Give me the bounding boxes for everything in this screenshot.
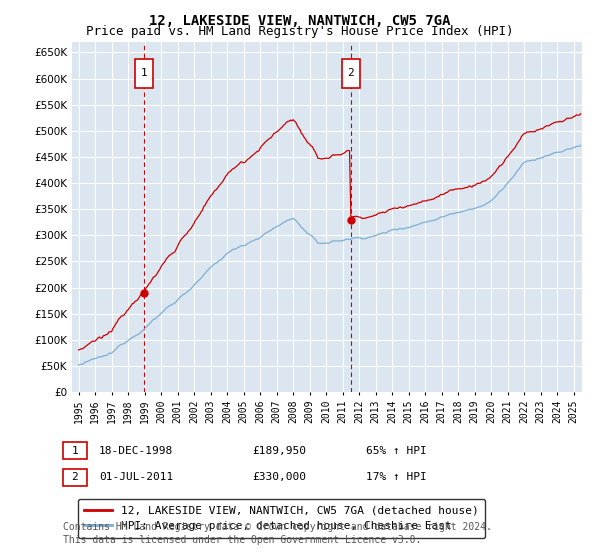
FancyBboxPatch shape xyxy=(135,59,153,88)
Text: 12, LAKESIDE VIEW, NANTWICH, CW5 7GA: 12, LAKESIDE VIEW, NANTWICH, CW5 7GA xyxy=(149,14,451,28)
Text: 2: 2 xyxy=(347,68,355,78)
Text: 1: 1 xyxy=(71,446,79,456)
Text: £189,950: £189,950 xyxy=(252,446,306,456)
Text: 01-JUL-2011: 01-JUL-2011 xyxy=(99,472,173,482)
Legend: 12, LAKESIDE VIEW, NANTWICH, CW5 7GA (detached house), HPI: Average price, detac: 12, LAKESIDE VIEW, NANTWICH, CW5 7GA (de… xyxy=(77,499,485,538)
FancyBboxPatch shape xyxy=(342,59,360,88)
Text: £330,000: £330,000 xyxy=(252,472,306,482)
Text: 1: 1 xyxy=(140,68,148,78)
Text: Price paid vs. HM Land Registry's House Price Index (HPI): Price paid vs. HM Land Registry's House … xyxy=(86,25,514,38)
Text: 17% ↑ HPI: 17% ↑ HPI xyxy=(366,472,427,482)
Text: 65% ↑ HPI: 65% ↑ HPI xyxy=(366,446,427,456)
Text: 2: 2 xyxy=(71,472,79,482)
Text: Contains HM Land Registry data © Crown copyright and database right 2024.
This d: Contains HM Land Registry data © Crown c… xyxy=(63,522,492,545)
Text: 18-DEC-1998: 18-DEC-1998 xyxy=(99,446,173,456)
